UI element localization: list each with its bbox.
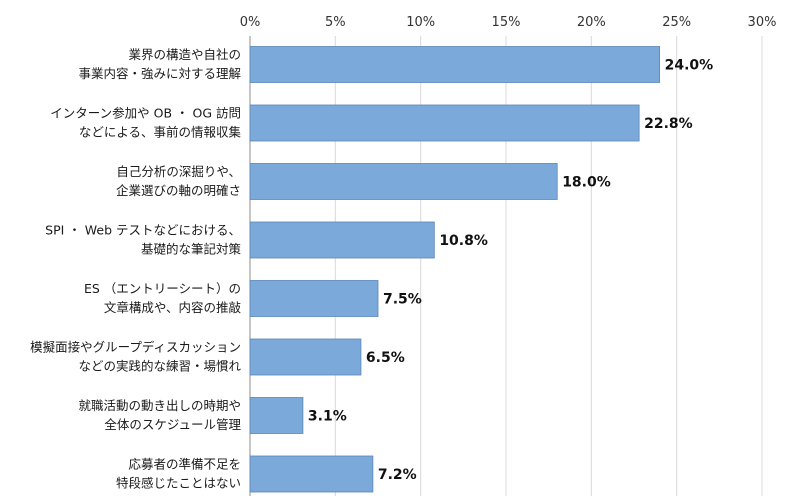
category-label-line: ES （エントリーシート）の xyxy=(84,281,241,296)
x-tick-label: 30% xyxy=(748,15,777,30)
category-label-line: 業界の構造や自社の xyxy=(128,47,241,62)
data-label: 18.0% xyxy=(562,175,611,191)
x-tick-label: 10% xyxy=(406,15,435,30)
bar xyxy=(249,280,379,317)
category-label-line: 事業内容・強みに対する理解 xyxy=(78,66,241,81)
category-label: インターン参加や OB ・ OG 訪問などによる、事前の情報収集 xyxy=(50,106,241,140)
x-tick-label: 15% xyxy=(492,15,521,30)
category-label-line: 基礎的な筆記対策 xyxy=(141,242,242,257)
bar xyxy=(249,397,304,434)
category-label: SPI ・ Web テストなどにおける、基礎的な筆記対策 xyxy=(45,223,241,257)
bar xyxy=(249,455,374,493)
category-label-line: 就職活動の動き出しの時期や xyxy=(78,398,241,413)
bar xyxy=(249,338,362,376)
x-tick-label: 20% xyxy=(577,15,606,30)
category-label-line: 文章構成や、内容の推敲 xyxy=(104,300,242,315)
bar xyxy=(249,46,661,83)
category-label-line: などの実践的な練習・場慣れ xyxy=(78,359,241,374)
data-label: 6.5% xyxy=(366,350,405,366)
data-label: 3.1% xyxy=(308,409,347,425)
category-label-line: SPI ・ Web テストなどにおける、 xyxy=(45,223,241,238)
x-tick-label: 25% xyxy=(662,15,691,30)
data-label: 10.8% xyxy=(439,233,488,249)
bar xyxy=(249,163,558,200)
category-label-line: 応募者の準備不足を xyxy=(128,457,241,472)
bar xyxy=(249,221,435,259)
data-labels: 24.0% 22.8% 18.0% 10.8% 7.5% 6.5% 3.1% 7.2% xyxy=(308,58,713,484)
category-label: 業界の構造や自社の事業内容・強みに対する理解 xyxy=(78,47,241,81)
x-axis-tick-labels: 0% 5% 10% 15% 20% 25% 30% xyxy=(240,15,777,30)
category-label: 就職活動の動き出しの時期や全体のスケジュール管理 xyxy=(78,398,241,432)
category-label: 自己分析の深掘りや、企業選びの軸の明確さ xyxy=(116,164,241,198)
data-label: 22.8% xyxy=(644,116,693,132)
x-tick-label: 5% xyxy=(325,15,346,30)
bar xyxy=(249,104,640,142)
category-label: ES （エントリーシート）の文章構成や、内容の推敲 xyxy=(84,281,242,315)
category-label-line: などによる、事前の情報収集 xyxy=(79,125,242,140)
category-label-line: インターン参加や OB ・ OG 訪問 xyxy=(50,106,241,121)
category-label-line: 全体のスケジュール管理 xyxy=(104,417,241,432)
category-label: 模擬面接やグループディスカッションなどの実践的な練習・場慣れ xyxy=(30,340,241,374)
category-label: 応募者の準備不足を特段感じたことはない xyxy=(116,457,241,491)
data-label: 7.2% xyxy=(378,467,417,483)
category-label-line: 特段感じたことはない xyxy=(116,476,241,491)
category-label-line: 企業選びの軸の明確さ xyxy=(116,183,241,198)
data-label: 24.0% xyxy=(665,58,714,74)
category-label-line: 模擬面接やグループディスカッション xyxy=(30,340,241,355)
category-label-line: 自己分析の深掘りや、 xyxy=(116,164,241,179)
bars xyxy=(249,46,661,493)
x-tick-label: 0% xyxy=(240,15,261,30)
data-label: 7.5% xyxy=(383,292,422,308)
